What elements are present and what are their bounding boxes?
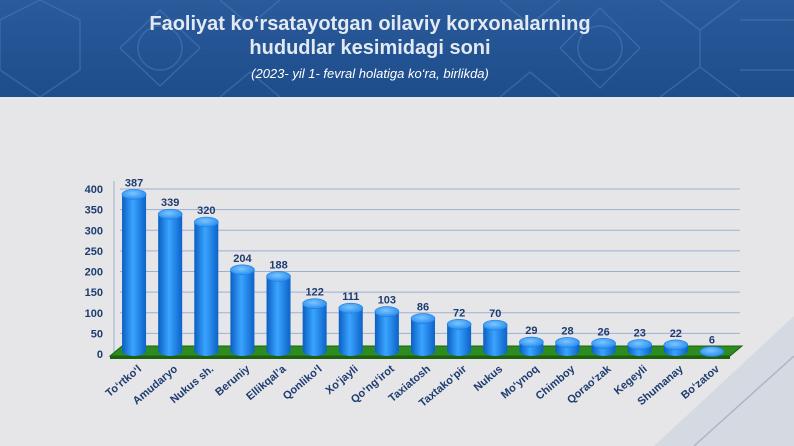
- header-banner: Faoliyat ko‘rsatayotgan oilaviy korxonal…: [0, 0, 794, 97]
- y-axis: 0 50 100 150 200 250 300 350 400: [85, 181, 115, 361]
- bar-body: [158, 214, 183, 357]
- bar-body: [122, 194, 147, 357]
- bar: [302, 298, 327, 357]
- bar-top: [699, 346, 725, 357]
- data-labels: 387 339 320 204 188 122 111 103 86 72 70 29 28 26 23 22…: [125, 177, 715, 346]
- bar-body: [302, 303, 327, 357]
- chart-subtitle: (2023- yil 1- fevral holatiga ko‘ra, bir…: [251, 66, 489, 81]
- data-label: 6: [709, 335, 715, 347]
- bar: [338, 302, 364, 357]
- data-label: 22: [670, 328, 682, 340]
- bar: [591, 337, 616, 357]
- chart-title-line2: hududlar kesimidagi soni: [249, 37, 491, 59]
- data-label: 23: [634, 328, 646, 340]
- bar-top: [663, 339, 689, 351]
- bar-top: [338, 302, 364, 314]
- data-label: 103: [378, 295, 396, 307]
- data-label: 339: [161, 197, 179, 209]
- bar-top: [555, 337, 580, 348]
- bar: [193, 216, 219, 357]
- bar-top: [482, 319, 508, 331]
- bar: [519, 336, 544, 357]
- data-label: 122: [305, 287, 323, 299]
- y-tick-label: 100: [85, 308, 103, 320]
- data-label: 29: [525, 325, 537, 337]
- bar-top: [266, 271, 291, 282]
- bar-top: [230, 264, 255, 276]
- y-tick-label: 300: [85, 225, 103, 237]
- bar-top: [302, 298, 327, 309]
- data-label: 28: [561, 325, 573, 337]
- bar-body: [411, 318, 435, 356]
- bar-top: [519, 336, 544, 348]
- bar: [699, 346, 725, 357]
- x-tick-label: Nukus: [472, 363, 505, 394]
- bar-top: [193, 216, 219, 228]
- chart-title-line1: Faoliyat ko‘rsatayotgan oilaviy korxonal…: [149, 13, 591, 35]
- bar-body: [447, 324, 472, 357]
- bar: [410, 313, 436, 356]
- bar: [663, 339, 689, 357]
- floor-edge: [110, 356, 730, 359]
- bar-body: [230, 269, 255, 357]
- bar-body: [266, 276, 291, 357]
- y-tick-label: 200: [85, 267, 103, 279]
- bars: [121, 189, 725, 357]
- data-label: 188: [269, 259, 287, 271]
- bar-top: [121, 189, 147, 200]
- x-tick-label: Qonliko‘l: [281, 363, 325, 402]
- bar: [121, 189, 147, 357]
- x-tick-label: Ellikqal’a: [244, 363, 289, 403]
- bar: [482, 319, 508, 357]
- bar-top: [627, 339, 653, 350]
- data-label: 387: [125, 177, 143, 189]
- geometric-pattern-decoration: [0, 0, 794, 97]
- corner-decoration: [654, 316, 794, 446]
- bar-chart: 0 50 100 150 200 250 300 350 400 387 339 320 204 188…: [85, 177, 744, 410]
- y-tick-label: 350: [85, 205, 103, 217]
- data-label: 111: [342, 291, 359, 303]
- y-tick-label: 400: [85, 184, 103, 196]
- y-tick-label: 50: [91, 328, 103, 340]
- y-tick-label: 250: [85, 246, 103, 258]
- data-label: 72: [453, 307, 465, 319]
- data-label: 204: [233, 253, 252, 265]
- bar-top: [157, 208, 183, 220]
- bar: [230, 264, 255, 357]
- data-label: 320: [197, 205, 215, 217]
- data-label: 86: [417, 302, 429, 314]
- y-tick-label: 150: [85, 287, 103, 299]
- bar: [555, 337, 580, 357]
- bar-top: [374, 306, 400, 317]
- grid-lines: [120, 188, 740, 334]
- bar: [627, 339, 653, 357]
- y-tick-label: 0: [97, 349, 103, 361]
- bar: [446, 318, 472, 357]
- bar: [157, 208, 183, 357]
- bar-top: [446, 318, 472, 330]
- bar-body: [194, 222, 219, 357]
- bar-top: [410, 313, 436, 324]
- bar: [266, 271, 291, 357]
- bar-body: [338, 308, 363, 357]
- data-label: 26: [597, 326, 609, 338]
- data-label: 70: [489, 308, 501, 320]
- bar-top: [591, 337, 616, 349]
- bar-body: [374, 311, 399, 357]
- bar: [374, 306, 400, 357]
- bar-body: [483, 325, 508, 357]
